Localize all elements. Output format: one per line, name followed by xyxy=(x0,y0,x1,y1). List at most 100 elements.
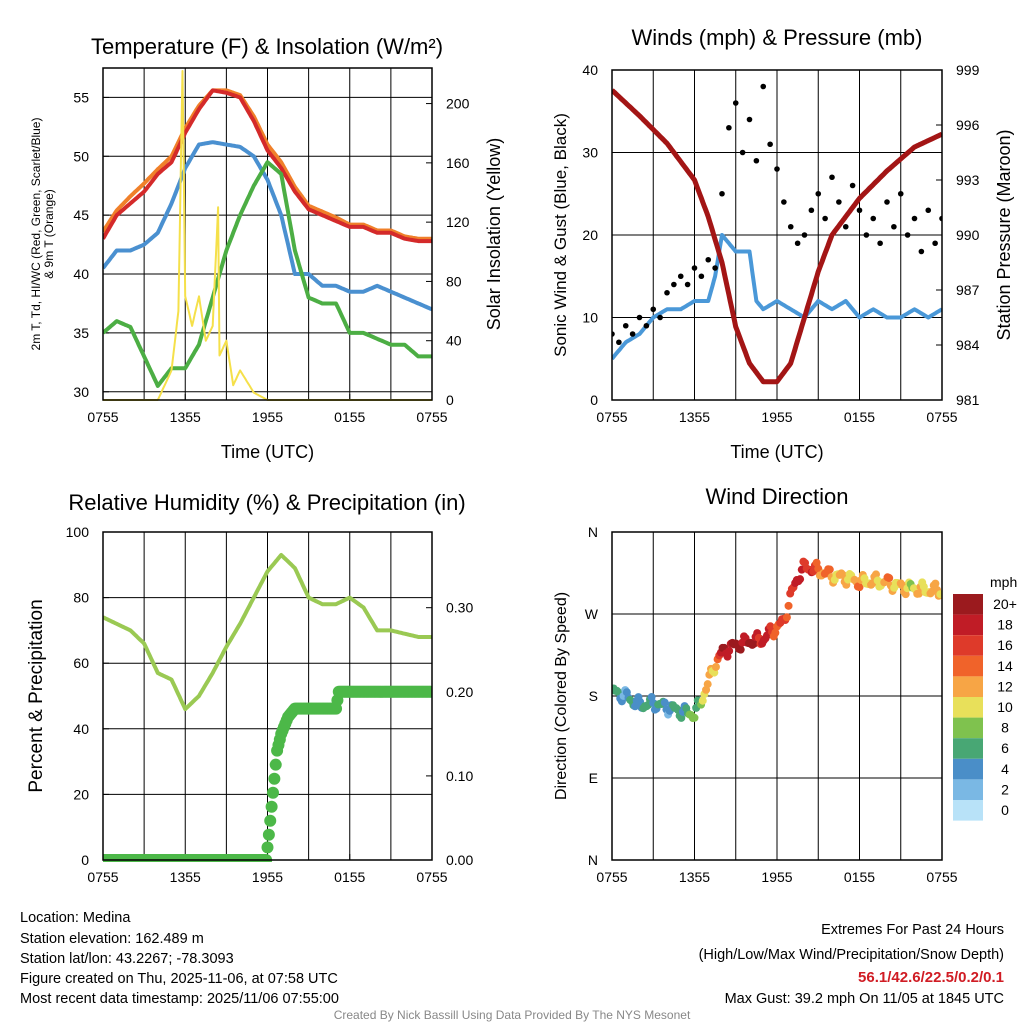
gust-point xyxy=(629,331,636,337)
x-tick-label: 0755 xyxy=(926,869,957,885)
colorbar-label: 2 xyxy=(1001,781,1009,797)
gust-point xyxy=(732,100,739,106)
y-axis-label: & 9m T (Orange) xyxy=(42,189,56,279)
extremes-legend: (High/Low/Max Wind/Precipitation/Snow De… xyxy=(699,947,1004,963)
x-tick-label: 0155 xyxy=(334,869,365,885)
y2-tick-label: 40 xyxy=(446,333,462,349)
gust-point xyxy=(705,256,712,263)
gust-point xyxy=(671,281,677,288)
x-tick-label: 1355 xyxy=(679,409,710,425)
series-group xyxy=(103,553,432,862)
precip-point xyxy=(424,685,432,698)
series-line-station-pressure-maroon- xyxy=(612,88,942,385)
colorbar-title: mph xyxy=(990,574,1017,590)
y2-tick-label: 984 xyxy=(956,337,980,353)
gust-point xyxy=(760,83,767,90)
direction-point xyxy=(914,589,923,598)
y-axis-label: Percent & Precipitation xyxy=(26,599,47,792)
gust-point xyxy=(863,232,870,238)
direction-point xyxy=(885,574,894,583)
x-tick-label: 0755 xyxy=(416,409,447,425)
gust-point xyxy=(870,215,877,222)
series-group xyxy=(612,557,942,723)
direction-point xyxy=(782,613,791,622)
gust-point xyxy=(781,199,787,205)
y2-tick-label: 999 xyxy=(956,62,980,78)
colorbar-swatch xyxy=(953,717,983,739)
gust-point xyxy=(684,281,691,288)
y-tick-label: 40 xyxy=(73,266,89,282)
y2-tick-label: 0.00 xyxy=(446,852,473,868)
y-tick-label: 45 xyxy=(73,207,89,223)
y-axis-label: Sonic Wind & Gust (Blue, Black) xyxy=(551,113,570,357)
direction-point xyxy=(690,713,699,722)
gust-point xyxy=(643,322,650,329)
gust-point xyxy=(829,174,835,181)
colorbar-swatch xyxy=(953,779,983,800)
gust-point xyxy=(774,166,780,172)
gust-point xyxy=(664,289,670,296)
y-tick-label: 55 xyxy=(73,89,89,105)
gust-point xyxy=(918,248,925,255)
gust-point xyxy=(753,157,760,164)
gust-point xyxy=(849,182,856,189)
gust-point xyxy=(726,124,732,131)
plot-frame xyxy=(102,531,433,861)
gust-point xyxy=(808,207,815,214)
y2-tick-label: 981 xyxy=(956,392,980,408)
plot-frame xyxy=(611,531,943,861)
colorbar-label: 8 xyxy=(1001,720,1009,736)
gust-point xyxy=(822,215,828,222)
gust-point xyxy=(911,215,918,222)
max-gust-text: Max Gust: 39.2 mph On 11/05 at 1845 UTC xyxy=(725,991,1004,1007)
direction-point xyxy=(784,601,793,610)
colorbar-swatch xyxy=(953,676,983,697)
colorbar-label: 12 xyxy=(997,678,1013,694)
colorbar-swatch xyxy=(953,594,983,615)
y-tick-label: 20 xyxy=(582,227,598,243)
series-group xyxy=(612,83,942,385)
gust-point xyxy=(932,240,938,247)
location-text: Location: Medina xyxy=(20,910,131,926)
gust-point xyxy=(856,207,863,214)
series-line-hi-wc-blue- xyxy=(103,140,432,312)
y-tick-label: 80 xyxy=(73,590,89,606)
gust-point xyxy=(897,190,904,197)
gust-point xyxy=(616,339,622,346)
y-tick-label: 30 xyxy=(73,384,89,400)
gust-point xyxy=(787,223,794,230)
recent-text: Most recent data timestamp: 2025/11/06 0… xyxy=(20,991,339,1007)
colorbar-legend: mph 20+ 18 16 14 12 10 8 6 4 2 0 xyxy=(953,574,1017,821)
series-line-2m-t-red- xyxy=(103,88,432,244)
gust-point xyxy=(657,314,663,321)
colorbar-label: 20+ xyxy=(993,596,1017,612)
gust-point xyxy=(712,265,718,271)
y2-tick-label: 0 xyxy=(446,392,454,408)
direction-point xyxy=(736,645,745,654)
y-tick-label: E xyxy=(589,770,598,786)
y-tick-label: 0 xyxy=(81,852,89,868)
gust-point xyxy=(636,314,643,321)
gust-point xyxy=(719,190,725,197)
colorbar-swatch xyxy=(953,635,983,656)
colorbar-label: 18 xyxy=(997,617,1013,633)
direction-point xyxy=(660,698,669,707)
direction-point xyxy=(796,575,805,584)
y2-tick-label: 0.10 xyxy=(446,768,473,784)
y-tick-label: 40 xyxy=(73,721,89,737)
x-tick-label: 1355 xyxy=(170,869,201,885)
gust-point xyxy=(746,116,753,123)
gust-point xyxy=(815,190,822,197)
colorbar-swatch xyxy=(953,800,983,821)
x-axis-label: Time (UTC) xyxy=(221,442,314,462)
y-axis-label: 2m T, Td, HI/WC (Red, Green, Scarlet/Blu… xyxy=(29,118,43,351)
y2-tick-label: 120 xyxy=(446,214,470,230)
precip-point xyxy=(262,828,275,841)
x-tick-label: 0755 xyxy=(596,409,627,425)
direction-point xyxy=(936,590,942,599)
x-tick-label: 0755 xyxy=(416,869,447,885)
direction-point xyxy=(703,680,712,689)
